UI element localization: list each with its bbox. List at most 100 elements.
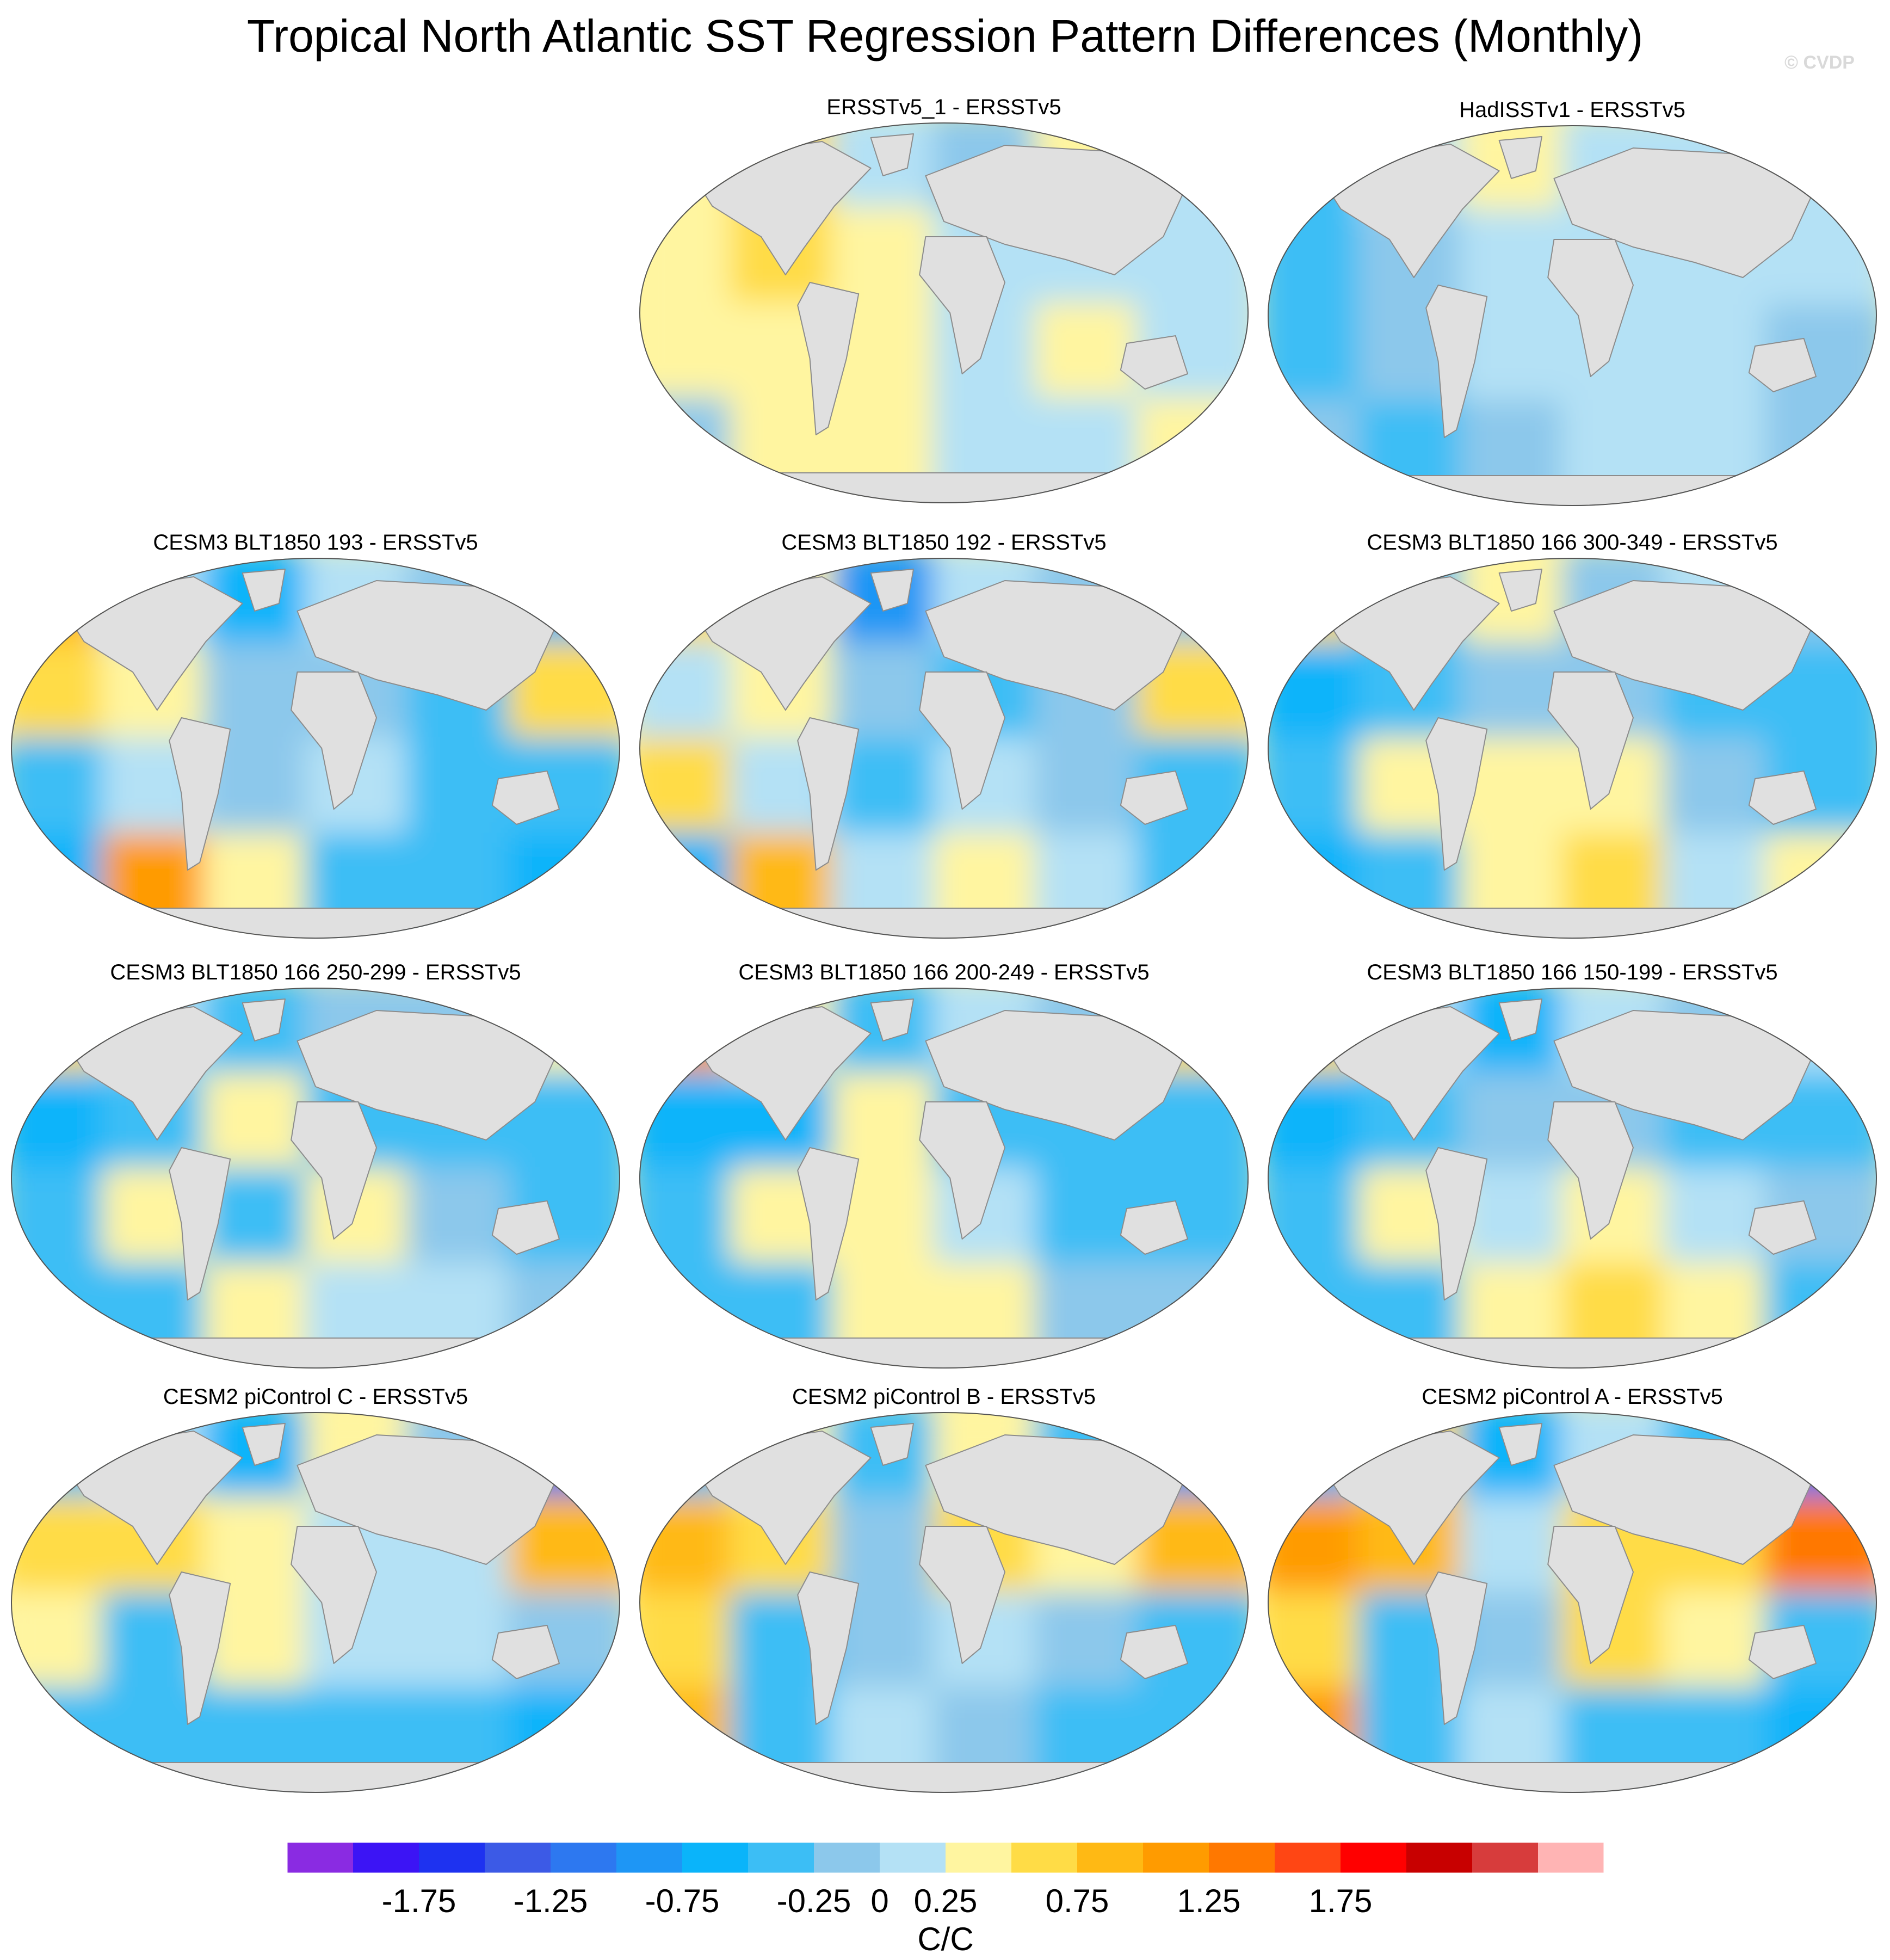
colorbar-swatch bbox=[1341, 1842, 1406, 1873]
watermark: © CVDP bbox=[1784, 52, 1855, 73]
map-panel: CESM3 BLT1850 166 200-249 - ERSSTv5 bbox=[634, 960, 1254, 1385]
land-south-america bbox=[797, 1147, 860, 1300]
land-eurasia bbox=[1553, 1010, 1817, 1141]
land-antarctica bbox=[132, 908, 499, 939]
map-panel: ERSSTv5_1 - ERSSTv5 bbox=[634, 95, 1254, 520]
land-africa bbox=[1547, 1526, 1634, 1664]
map-panel: CESM3 BLT1850 166 250-299 - ERSSTv5 bbox=[5, 960, 626, 1385]
colorbar-tick-label: -1.25 bbox=[514, 1883, 588, 1919]
colorbar-tick-label: -0.25 bbox=[777, 1883, 851, 1919]
land-australia bbox=[491, 771, 560, 825]
map-border bbox=[1268, 988, 1877, 1369]
land-south-america bbox=[169, 1571, 231, 1725]
land-australia bbox=[491, 1200, 560, 1255]
land-antarctica bbox=[761, 1762, 1127, 1793]
map-panel: CESM3 BLT1850 166 150-199 - ERSSTv5 bbox=[1262, 960, 1882, 1385]
land-eurasia bbox=[1553, 1434, 1817, 1565]
colorbar-swatch bbox=[880, 1842, 946, 1873]
land-greenland bbox=[242, 999, 286, 1041]
colorbar-tick-label: 0.75 bbox=[1046, 1883, 1109, 1919]
panel-title: CESM3 BLT1850 166 250-299 - ERSSTv5 bbox=[110, 960, 521, 984]
land-antarctica bbox=[1389, 908, 1756, 939]
colorbar: -1.75 -1.25 -0.75 -0.25 0 0.25 0.75 1.25 1.75 C/C bbox=[287, 1842, 1604, 1957]
land-africa bbox=[919, 1101, 1005, 1240]
colorbar-swatch bbox=[1143, 1842, 1209, 1873]
land-greenland bbox=[870, 569, 914, 612]
colorbar-swatch bbox=[1538, 1842, 1604, 1873]
colorbar-swatch bbox=[616, 1842, 682, 1873]
world-map bbox=[1268, 1412, 1877, 1793]
map-border bbox=[639, 988, 1249, 1369]
land-greenland bbox=[870, 1423, 914, 1466]
land-australia bbox=[491, 1625, 560, 1679]
chart-title: Tropical North Atlantic SST Regression P… bbox=[246, 10, 1644, 61]
land-africa bbox=[291, 1526, 377, 1664]
land-africa bbox=[1547, 1101, 1634, 1240]
land-greenland bbox=[242, 569, 286, 612]
panel-title: CESM3 BLT1850 166 200-249 - ERSSTv5 bbox=[738, 960, 1150, 984]
panel-title: CESM3 BLT1850 166 150-199 - ERSSTv5 bbox=[1367, 960, 1778, 984]
map-panel: CESM3 BLT1850 193 - ERSSTv5 bbox=[5, 531, 626, 955]
colorbar-swatch bbox=[419, 1842, 485, 1873]
land-eurasia bbox=[297, 1010, 560, 1141]
land-south-america bbox=[169, 1147, 231, 1300]
world-map bbox=[11, 1412, 620, 1793]
colorbar-tick-label: -1.75 bbox=[382, 1883, 456, 1919]
map-border bbox=[11, 988, 620, 1369]
map-panel: HadISSTv1 - ERSSTv5 bbox=[1262, 98, 1882, 522]
land-australia bbox=[1120, 1625, 1188, 1679]
map-panel: CESM2 piControl C - ERSSTv5 bbox=[5, 1385, 626, 1809]
land-antarctica bbox=[1389, 475, 1756, 506]
land-greenland bbox=[242, 1423, 286, 1466]
world-map bbox=[11, 988, 620, 1369]
colorbar-tick-label: 0 bbox=[870, 1883, 888, 1919]
land-eurasia bbox=[925, 1010, 1188, 1141]
land-greenland bbox=[1498, 999, 1542, 1041]
map-border bbox=[639, 558, 1249, 939]
colorbar-tick-label: 1.75 bbox=[1309, 1883, 1373, 1919]
map-panel: CESM2 piControl A - ERSSTv5 bbox=[1262, 1385, 1882, 1809]
land-greenland bbox=[1498, 1423, 1542, 1466]
land-antarctica bbox=[761, 908, 1127, 939]
world-map bbox=[11, 558, 620, 939]
land-africa bbox=[919, 236, 1005, 374]
land-south-america bbox=[169, 717, 231, 871]
land-antarctica bbox=[132, 1338, 499, 1369]
colorbar-tick-label: 0.25 bbox=[914, 1883, 978, 1919]
land-africa bbox=[919, 671, 1005, 810]
land-antarctica bbox=[761, 472, 1127, 503]
map-border bbox=[11, 558, 620, 939]
land-antarctica bbox=[761, 1338, 1127, 1369]
land-eurasia bbox=[1553, 580, 1817, 711]
world-map bbox=[639, 558, 1249, 939]
land-australia bbox=[1748, 338, 1817, 392]
map-panel: CESM3 BLT1850 192 - ERSSTv5 bbox=[634, 531, 1254, 955]
land-australia bbox=[1120, 335, 1188, 390]
world-map bbox=[1268, 558, 1877, 939]
colorbar-units-label: C/C bbox=[917, 1921, 973, 1957]
colorbar-swatch bbox=[551, 1842, 616, 1873]
colorbar-swatch bbox=[1275, 1842, 1341, 1873]
colorbar-tick-label: 1.25 bbox=[1177, 1883, 1241, 1919]
land-eurasia bbox=[925, 580, 1188, 711]
land-south-america bbox=[1425, 1571, 1488, 1725]
land-antarctica bbox=[1389, 1338, 1756, 1369]
colorbar-swatch bbox=[485, 1842, 551, 1873]
panel-title: CESM2 piControl C - ERSSTv5 bbox=[163, 1385, 468, 1409]
panel-title: CESM3 BLT1850 166 300-349 - ERSSTv5 bbox=[1367, 531, 1778, 554]
land-eurasia bbox=[297, 580, 560, 711]
panel-title: ERSSTv5_1 - ERSSTv5 bbox=[826, 95, 1061, 119]
land-south-america bbox=[797, 717, 860, 871]
map-border bbox=[1268, 558, 1877, 939]
land-eurasia bbox=[925, 145, 1188, 275]
map-panel: CESM2 piControl B - ERSSTv5 bbox=[634, 1385, 1254, 1809]
colorbar-swatch bbox=[1209, 1842, 1275, 1873]
world-map bbox=[1268, 125, 1877, 506]
land-australia bbox=[1748, 1625, 1817, 1679]
map-border bbox=[639, 122, 1249, 503]
land-africa bbox=[291, 671, 377, 810]
panel-title: CESM2 piControl B - ERSSTv5 bbox=[792, 1385, 1096, 1409]
land-africa bbox=[1547, 239, 1634, 377]
colorbar-swatch bbox=[1406, 1842, 1472, 1873]
land-eurasia bbox=[925, 1434, 1188, 1565]
